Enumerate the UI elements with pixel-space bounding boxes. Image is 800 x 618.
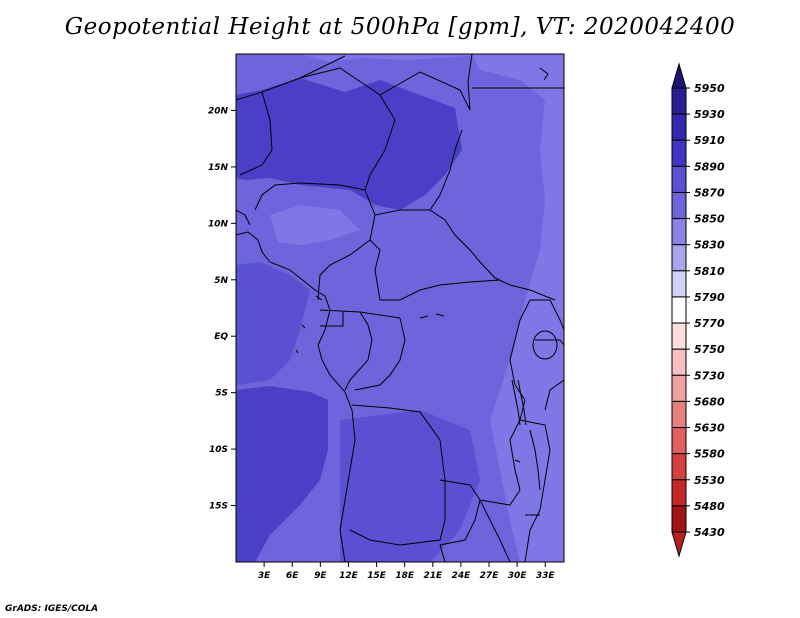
height-field-dark-north: [236, 78, 462, 210]
colorbar-segment: [671, 139, 687, 167]
height-field-mid-south: [340, 410, 480, 562]
height-field-light-east: [472, 54, 564, 562]
colorbar-label: 5950: [694, 82, 725, 95]
colorbar-segment: [671, 453, 687, 481]
colorbar-segment: [671, 270, 687, 298]
colorbar-label: 5890: [694, 160, 725, 173]
x-tick-label: 6E: [286, 571, 299, 581]
x-tick-label: 30E: [508, 571, 528, 581]
colorbar-label: 5850: [694, 213, 725, 226]
map-frame: [235, 53, 565, 563]
height-field-light-west: [236, 54, 472, 62]
colorbar-top-arrow: [671, 62, 687, 89]
colorbar-label: 5630: [694, 422, 725, 435]
colorbar-segment: [671, 87, 687, 115]
colorbar-segment: [671, 191, 687, 220]
x-tick-label: 33E: [536, 571, 556, 581]
y-tick-label: 10S: [209, 445, 228, 455]
colorbar-segment: [671, 296, 687, 324]
x-tick-label: 18E: [395, 571, 415, 581]
y-tick-label: 5S: [215, 389, 228, 399]
footer-credit: GrADS: IGES/COLA: [5, 604, 99, 614]
colorbar-segment: [671, 374, 687, 402]
map-title: Geopotential Height at 500hPa [gpm], VT:…: [64, 14, 736, 40]
x-tick-label: 27E: [480, 571, 500, 581]
x-tick-label: 9E: [314, 571, 327, 581]
y-tick-label: 20N: [208, 106, 229, 116]
colorbar-label: 5870: [694, 186, 725, 199]
x-tick-label: 12E: [339, 571, 359, 581]
colorbar-segment: [671, 427, 687, 455]
height-field-mid-west: [236, 262, 310, 385]
colorbar-segment: [671, 322, 687, 350]
colorbar-label: 5530: [694, 474, 725, 487]
colorbar-label: 5830: [694, 239, 725, 252]
y-tick-label: 15S: [209, 502, 228, 512]
height-field-dark-southwest: [236, 386, 328, 562]
colorbar-segment: [671, 400, 687, 429]
y-tick-label: 5N: [214, 276, 228, 286]
colorbar-segment: [671, 505, 687, 533]
latitude-axis: 20N 15N 10N 5N EQ 5S 10S 15S: [208, 106, 236, 512]
colorbar-label: 5930: [694, 108, 725, 121]
colorbar-label: 5480: [694, 500, 725, 513]
x-tick-label: 3E: [258, 571, 271, 581]
x-tick-label: 21E: [423, 571, 443, 581]
y-tick-label: 15N: [208, 163, 229, 173]
colorbar-bottom-arrow: [671, 531, 687, 558]
colorbar-segment: [671, 165, 687, 193]
colorbar-label: 5770: [694, 317, 725, 330]
colorbar-segment: [671, 113, 687, 141]
y-tick-label: EQ: [214, 332, 228, 342]
y-tick-label: 10N: [208, 219, 229, 229]
country-borders: [236, 54, 564, 562]
colorbar-label: 5730: [694, 369, 725, 382]
x-tick-label: 24E: [452, 571, 472, 581]
colorbar-label: 5580: [694, 448, 725, 461]
colorbar: 5950 5930 5910 5890 5870 5850 5830 5810 5790 5770…: [671, 62, 725, 558]
colorbar-segment: [671, 348, 687, 376]
colorbar-label: 5750: [694, 343, 725, 356]
colorbar-label: 5910: [694, 134, 725, 147]
colorbar-label: 5680: [694, 395, 725, 408]
longitude-axis: 3E 6E 9E 12E 15E 18E 21E 24E 27E 30E 33E: [258, 562, 556, 581]
colorbar-label: 5810: [694, 265, 725, 278]
colorbar-segment: [671, 479, 687, 507]
colorbar-label: 5430: [694, 526, 725, 539]
colorbar-segment: [671, 218, 687, 246]
lakes: [295, 67, 558, 516]
height-field-light-center: [270, 205, 360, 245]
x-tick-label: 15E: [367, 571, 387, 581]
colorbar-label: 5790: [694, 291, 725, 304]
colorbar-segment: [671, 244, 687, 272]
map-field: [236, 54, 564, 562]
